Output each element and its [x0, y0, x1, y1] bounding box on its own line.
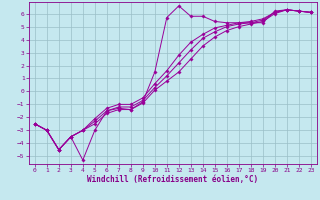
X-axis label: Windchill (Refroidissement éolien,°C): Windchill (Refroidissement éolien,°C) [87, 175, 258, 184]
